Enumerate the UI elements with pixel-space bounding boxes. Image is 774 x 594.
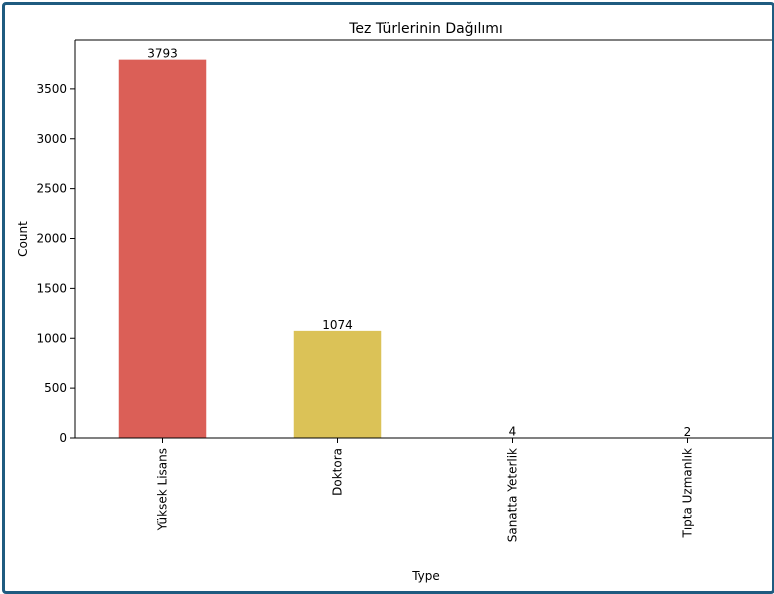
- x-tick-label: Sanatta Yeterlik: [506, 448, 520, 542]
- data-label: 1074: [322, 318, 353, 332]
- y-tick-label: 0: [59, 431, 67, 445]
- x-tick-label: Yüksek Lisans: [156, 448, 170, 531]
- plot-area: 3793 Yüksek Lisans 1074 Doktora 4 Sanatta Yet…: [36, 40, 772, 542]
- y-tick-label: 2000: [36, 232, 67, 246]
- y-tick-label: 2500: [36, 182, 67, 196]
- data-label: 2: [684, 425, 692, 439]
- chart-title: Tez Türlerinin Dağılımı: [348, 21, 503, 37]
- y-axis-label: Count: [16, 221, 30, 257]
- bar-doktora: [294, 331, 382, 438]
- bar-chart: Tez Türlerinin Dağılımı Count Type 3793 Y…: [5, 5, 772, 591]
- x-tick-label: Doktora: [331, 448, 345, 496]
- x-tick-label: Tıpta Uzmanlık: [681, 448, 695, 539]
- y-tick-label: 3000: [36, 132, 67, 146]
- data-label: 4: [509, 425, 517, 439]
- data-label: 3793: [147, 47, 178, 61]
- y-tick-label: 500: [44, 381, 67, 395]
- x-axis-label: Type: [411, 569, 440, 583]
- y-tick-label: 1500: [36, 281, 67, 295]
- y-tick-label: 3500: [36, 82, 67, 96]
- bar-yüksek-lisans: [119, 60, 207, 438]
- y-tick-label: 1000: [36, 331, 67, 345]
